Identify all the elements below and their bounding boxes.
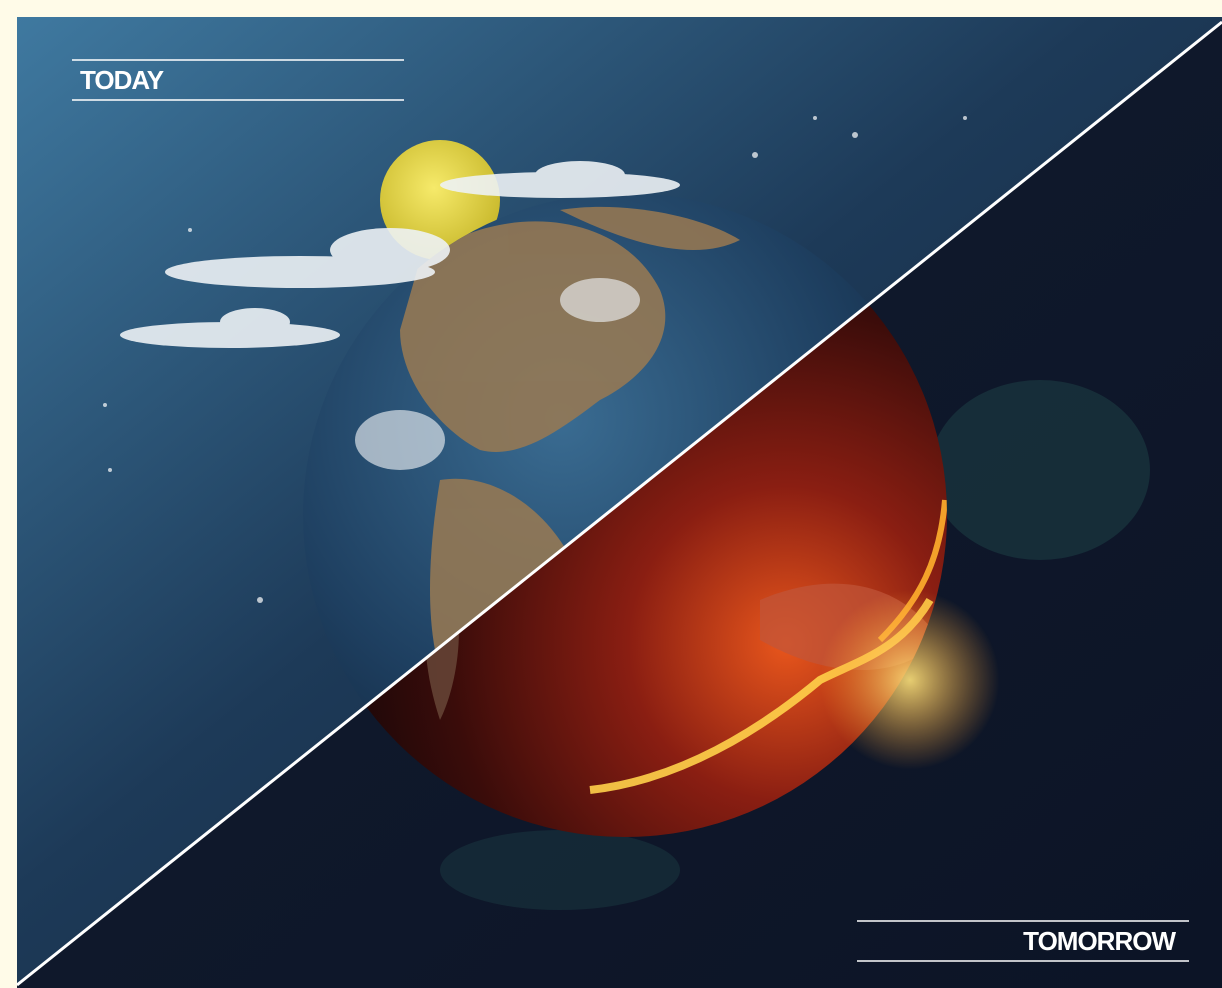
tomorrow-label: TOMORROW (1023, 926, 1176, 956)
smoke (930, 380, 1150, 560)
today-label: TODAY (80, 65, 164, 95)
smoke (440, 830, 680, 910)
divider (16, 20, 1222, 987)
clouds (120, 161, 680, 470)
stars (103, 116, 967, 603)
fire-glow (820, 590, 1000, 770)
